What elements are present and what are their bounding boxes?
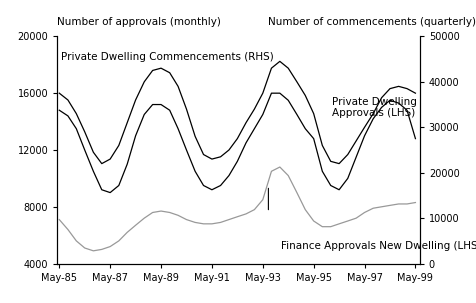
Text: Private Dwelling
Approvals (LHS): Private Dwelling Approvals (LHS)	[331, 97, 416, 118]
Text: Private Dwelling Commencements (RHS): Private Dwelling Commencements (RHS)	[60, 52, 273, 62]
Text: Finance Approvals New Dwelling (LHS): Finance Approvals New Dwelling (LHS)	[280, 241, 476, 251]
Text: Number of approvals (monthly): Number of approvals (monthly)	[57, 17, 221, 27]
Text: Number of commencements (quarterly): Number of commencements (quarterly)	[267, 17, 475, 27]
